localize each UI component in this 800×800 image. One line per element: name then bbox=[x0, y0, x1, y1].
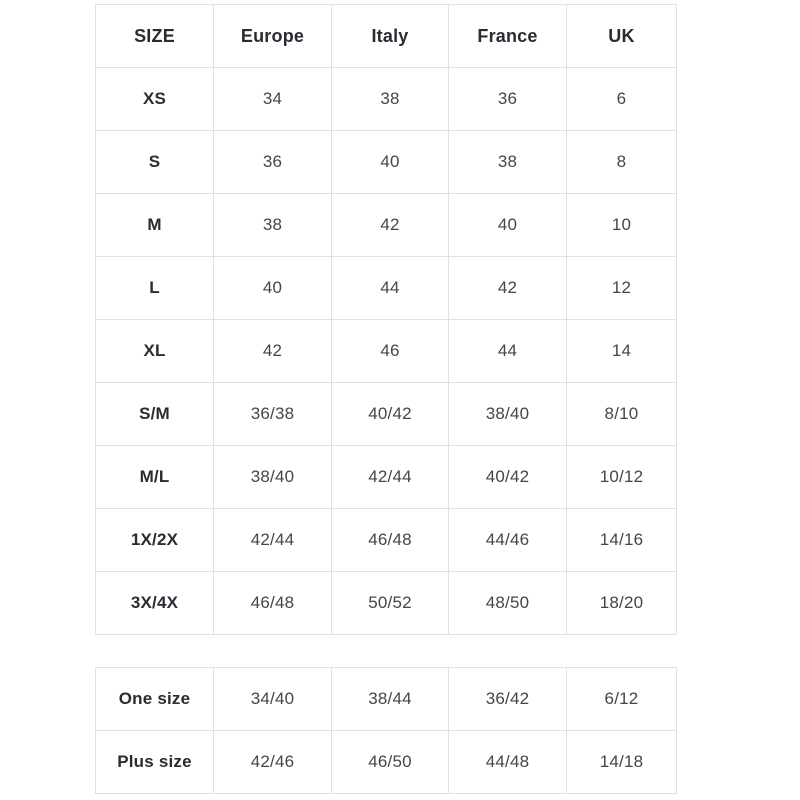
table-row: Plus size 42/46 46/50 44/48 14/18 bbox=[95, 730, 677, 794]
table-row: XL 42 46 44 14 bbox=[95, 319, 677, 383]
table-row: 1X/2X 42/44 46/48 44/46 14/16 bbox=[95, 508, 677, 572]
size-label-cell: 1X/2X bbox=[95, 508, 214, 572]
value-cell: 38/40 bbox=[213, 445, 332, 509]
value-cell: 44 bbox=[448, 319, 567, 383]
value-cell: 36 bbox=[213, 130, 332, 194]
header-cell-europe: Europe bbox=[213, 4, 332, 68]
value-cell: 40/42 bbox=[331, 382, 449, 446]
value-cell: 36/38 bbox=[213, 382, 332, 446]
header-row: SIZE Europe Italy France UK bbox=[95, 4, 677, 68]
size-label-cell: S/M bbox=[95, 382, 214, 446]
value-cell: 42/46 bbox=[213, 730, 332, 794]
table-row: L 40 44 42 12 bbox=[95, 256, 677, 320]
value-cell: 38/40 bbox=[448, 382, 567, 446]
size-label-cell: XL bbox=[95, 319, 214, 383]
value-cell: 44/46 bbox=[448, 508, 567, 572]
value-cell: 42/44 bbox=[331, 445, 449, 509]
value-cell: 36 bbox=[448, 67, 567, 131]
table-row: M 38 42 40 10 bbox=[95, 193, 677, 257]
value-cell: 38/44 bbox=[331, 667, 449, 731]
value-cell: 6/12 bbox=[566, 667, 677, 731]
value-cell: 46/48 bbox=[213, 571, 332, 635]
header-cell-italy: Italy bbox=[331, 4, 449, 68]
table-row: One size 34/40 38/44 36/42 6/12 bbox=[95, 667, 677, 731]
table-row: M/L 38/40 42/44 40/42 10/12 bbox=[95, 445, 677, 509]
value-cell: 40 bbox=[448, 193, 567, 257]
value-cell: 36/42 bbox=[448, 667, 567, 731]
value-cell: 42 bbox=[331, 193, 449, 257]
table-row: S/M 36/38 40/42 38/40 8/10 bbox=[95, 382, 677, 446]
value-cell: 46/48 bbox=[331, 508, 449, 572]
size-label-cell: Plus size bbox=[95, 730, 214, 794]
value-cell: 50/52 bbox=[331, 571, 449, 635]
value-cell: 14/16 bbox=[566, 508, 677, 572]
value-cell: 10/12 bbox=[566, 445, 677, 509]
value-cell: 10 bbox=[566, 193, 677, 257]
value-cell: 46/50 bbox=[331, 730, 449, 794]
size-label-cell: One size bbox=[95, 667, 214, 731]
size-label-cell: S bbox=[95, 130, 214, 194]
size-label-cell: 3X/4X bbox=[95, 571, 214, 635]
size-label-cell: M/L bbox=[95, 445, 214, 509]
value-cell: 42/44 bbox=[213, 508, 332, 572]
special-sizes-table: One size 34/40 38/44 36/42 6/12 Plus siz… bbox=[95, 667, 677, 794]
value-cell: 8 bbox=[566, 130, 677, 194]
value-cell: 42 bbox=[448, 256, 567, 320]
size-conversion-table: SIZE Europe Italy France UK XS 34 38 36 … bbox=[95, 4, 677, 635]
size-label-cell: XS bbox=[95, 67, 214, 131]
value-cell: 44/48 bbox=[448, 730, 567, 794]
value-cell: 12 bbox=[566, 256, 677, 320]
value-cell: 46 bbox=[331, 319, 449, 383]
value-cell: 18/20 bbox=[566, 571, 677, 635]
value-cell: 44 bbox=[331, 256, 449, 320]
value-cell: 38 bbox=[448, 130, 567, 194]
size-label-cell: L bbox=[95, 256, 214, 320]
header-cell-uk: UK bbox=[566, 4, 677, 68]
value-cell: 34/40 bbox=[213, 667, 332, 731]
header-cell-size: SIZE bbox=[95, 4, 214, 68]
header-cell-france: France bbox=[448, 4, 567, 68]
value-cell: 38 bbox=[213, 193, 332, 257]
size-label-cell: M bbox=[95, 193, 214, 257]
value-cell: 14 bbox=[566, 319, 677, 383]
value-cell: 48/50 bbox=[448, 571, 567, 635]
table-row: 3X/4X 46/48 50/52 48/50 18/20 bbox=[95, 571, 677, 635]
table-row: S 36 40 38 8 bbox=[95, 130, 677, 194]
value-cell: 42 bbox=[213, 319, 332, 383]
value-cell: 38 bbox=[331, 67, 449, 131]
value-cell: 6 bbox=[566, 67, 677, 131]
value-cell: 14/18 bbox=[566, 730, 677, 794]
value-cell: 40/42 bbox=[448, 445, 567, 509]
value-cell: 40 bbox=[331, 130, 449, 194]
value-cell: 40 bbox=[213, 256, 332, 320]
table-row: XS 34 38 36 6 bbox=[95, 67, 677, 131]
value-cell: 34 bbox=[213, 67, 332, 131]
value-cell: 8/10 bbox=[566, 382, 677, 446]
